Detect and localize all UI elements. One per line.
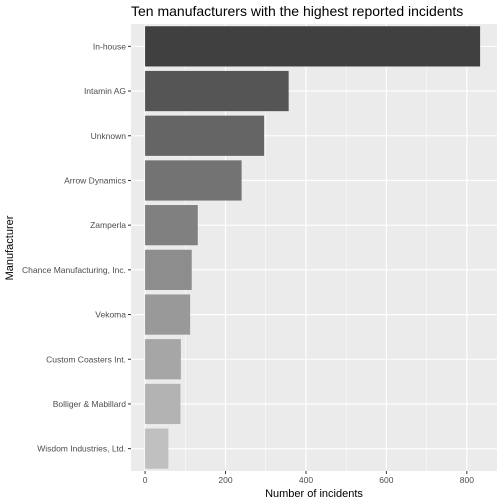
y-tick-label: Intamin AG: [84, 86, 126, 96]
y-tick-label: Chance Manufacturing, Inc.: [22, 265, 126, 275]
bars: [145, 26, 481, 469]
y-tick-label: Custom Coasters Int.: [46, 354, 126, 364]
bar: [145, 383, 181, 425]
y-tick-label: Arrow Dynamics: [64, 175, 126, 185]
bar: [145, 70, 289, 112]
bar: [145, 205, 198, 246]
y-tick-label: In-house: [93, 41, 126, 51]
bar: [145, 26, 481, 67]
bar: [145, 249, 192, 290]
x-tick-label: 0: [143, 475, 148, 485]
y-axis-ticks: In-house Intamin AG Unknown Arrow Dynamics Z…: [22, 41, 131, 454]
x-axis-title: Number of incidents: [265, 488, 363, 500]
bar: [145, 115, 265, 156]
y-tick-label: Zamperla: [90, 220, 126, 230]
x-tick-label: 200: [218, 475, 232, 485]
y-tick-label: Unknown: [91, 131, 127, 141]
x-tick-label: 400: [299, 475, 313, 485]
y-tick-label: Bolliger & Mabillard: [53, 399, 126, 409]
chart-title: Ten manufacturers with the highest repor…: [131, 3, 463, 19]
bar: [145, 160, 242, 201]
y-tick-label: Vekoma: [95, 310, 126, 320]
y-tick-label: Wisdom Industries, Ltd.: [37, 444, 126, 454]
x-tick-label: 600: [379, 475, 393, 485]
bar: [145, 339, 181, 380]
y-axis-title: Manufacturer: [4, 215, 16, 280]
x-tick-label: 800: [460, 475, 474, 485]
x-axis-ticks: 0 200 400 600 800: [143, 471, 474, 485]
bar: [145, 428, 169, 469]
bar: [145, 294, 191, 335]
